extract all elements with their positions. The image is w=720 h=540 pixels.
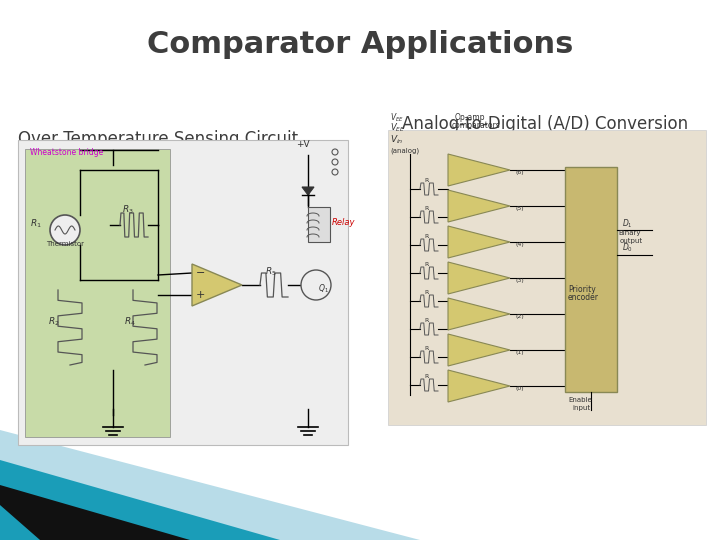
Polygon shape bbox=[192, 264, 242, 306]
Text: comparators: comparators bbox=[452, 121, 500, 130]
Circle shape bbox=[301, 270, 331, 300]
Text: Wheatstone bridge: Wheatstone bridge bbox=[30, 148, 103, 157]
Text: R: R bbox=[424, 318, 428, 323]
Text: encoder: encoder bbox=[568, 293, 599, 302]
Text: $R_5$: $R_5$ bbox=[265, 266, 276, 278]
Polygon shape bbox=[448, 262, 510, 294]
FancyBboxPatch shape bbox=[25, 149, 170, 437]
Polygon shape bbox=[0, 485, 190, 540]
Text: (1): (1) bbox=[516, 350, 525, 355]
FancyBboxPatch shape bbox=[388, 130, 706, 425]
Text: −: − bbox=[196, 268, 205, 278]
Text: Binary: Binary bbox=[618, 230, 641, 236]
Polygon shape bbox=[448, 370, 510, 402]
Text: (analog): (analog) bbox=[390, 147, 419, 153]
Text: output: output bbox=[620, 238, 643, 244]
Text: $R_1$: $R_1$ bbox=[30, 218, 42, 230]
Text: R: R bbox=[424, 346, 428, 351]
Text: Thermistor: Thermistor bbox=[46, 241, 84, 247]
FancyBboxPatch shape bbox=[18, 140, 348, 445]
Text: R: R bbox=[424, 374, 428, 379]
Text: +: + bbox=[196, 290, 205, 300]
Text: (0): (0) bbox=[516, 386, 525, 391]
Polygon shape bbox=[448, 226, 510, 258]
Text: (4): (4) bbox=[516, 242, 525, 247]
Polygon shape bbox=[448, 154, 510, 186]
Text: Op-amp: Op-amp bbox=[455, 113, 485, 122]
Text: Comparator Applications: Comparator Applications bbox=[147, 30, 573, 59]
Text: $R_2$: $R_2$ bbox=[48, 316, 60, 328]
Text: R: R bbox=[424, 290, 428, 295]
Text: Priority: Priority bbox=[568, 285, 595, 294]
FancyBboxPatch shape bbox=[565, 167, 617, 392]
Text: Over Temperature Sensing Circuit: Over Temperature Sensing Circuit bbox=[18, 130, 298, 148]
Text: $V_{EE}$: $V_{EE}$ bbox=[390, 111, 404, 124]
Text: $D_0$: $D_0$ bbox=[622, 242, 633, 254]
Text: $Q_1$: $Q_1$ bbox=[318, 283, 329, 295]
Text: $R_3$: $R_3$ bbox=[122, 204, 134, 216]
Text: R: R bbox=[424, 262, 428, 267]
Text: $D_1$: $D_1$ bbox=[622, 217, 633, 230]
Polygon shape bbox=[448, 190, 510, 222]
Polygon shape bbox=[0, 460, 280, 540]
Circle shape bbox=[50, 215, 80, 245]
Text: input: input bbox=[572, 405, 590, 411]
Text: Analog-to-Digital (A/D) Conversion: Analog-to-Digital (A/D) Conversion bbox=[402, 115, 688, 133]
Text: (6): (6) bbox=[516, 170, 525, 175]
FancyBboxPatch shape bbox=[308, 207, 330, 242]
Text: Enable: Enable bbox=[568, 397, 592, 403]
Text: R: R bbox=[424, 178, 428, 183]
Text: +V: +V bbox=[296, 140, 310, 149]
Text: (5): (5) bbox=[516, 206, 525, 211]
Polygon shape bbox=[302, 187, 314, 195]
Text: R: R bbox=[424, 206, 428, 211]
Text: $V_{in}$: $V_{in}$ bbox=[390, 133, 403, 145]
Text: $R_4$: $R_4$ bbox=[124, 316, 136, 328]
Text: (2): (2) bbox=[516, 314, 525, 319]
Polygon shape bbox=[448, 334, 510, 366]
Text: R: R bbox=[424, 234, 428, 239]
Text: Relay: Relay bbox=[332, 218, 356, 227]
Text: (3): (3) bbox=[516, 278, 525, 283]
Polygon shape bbox=[0, 430, 420, 540]
Text: $V_{EE}$: $V_{EE}$ bbox=[390, 121, 405, 133]
Polygon shape bbox=[448, 298, 510, 330]
